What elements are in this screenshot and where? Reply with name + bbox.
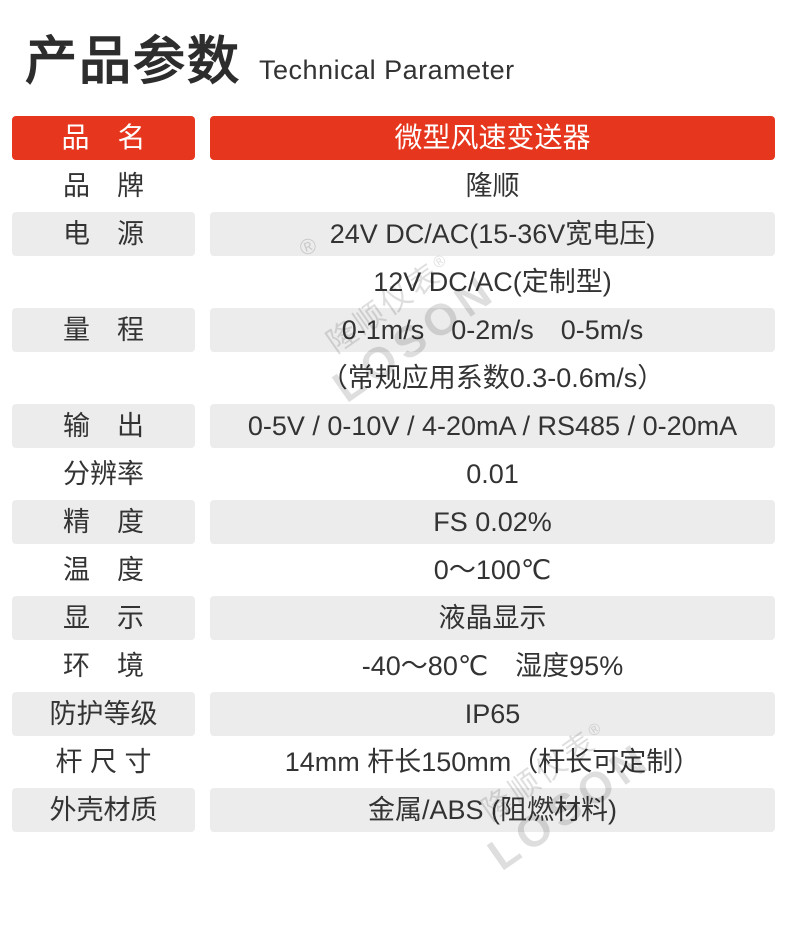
spec-label <box>12 260 195 304</box>
spec-value: 24V DC/AC(15-36V宽电压) <box>210 212 775 256</box>
page-title: 产品参数 <box>25 33 242 91</box>
spec-label: 量 程 <box>12 308 195 352</box>
spec-value: 隆顺 <box>465 170 520 201</box>
spec-label: 品 名 <box>12 116 195 160</box>
spec-value: 金属/ABS (阻燃材料) <box>210 788 775 832</box>
spec-value: 14mm 杆长150mm（杆长可定制） <box>284 746 701 777</box>
spec-value: 12V DC/AC(定制型) <box>373 266 612 297</box>
table-row: 显 示 液晶显示 <box>12 594 775 642</box>
page-subtitle: Technical Parameter <box>259 55 515 85</box>
spec-table: 品 名 微型风速变送器 品 牌 隆顺 电 源 24V DC/AC(15-36V宽… <box>12 114 775 834</box>
table-row: 环 境 -40～80℃ 湿度95% <box>12 642 775 690</box>
page-header: 产品参数 Technical Parameter <box>25 36 790 88</box>
spec-value: 微型风速变送器 <box>210 116 775 160</box>
spec-value: 液晶显示 <box>210 596 775 640</box>
table-row: 防护等级 IP65 <box>12 690 775 738</box>
spec-value: IP65 <box>210 692 775 736</box>
spec-value: FS 0.02% <box>210 500 775 544</box>
table-row: 品 牌 隆顺 <box>12 162 775 210</box>
table-row: （常规应用系数0.3-0.6m/s） <box>12 354 775 402</box>
spec-label: 杆 尺 寸 <box>55 746 152 777</box>
spec-label: 分辨率 <box>63 458 144 489</box>
spec-value: 0-5V / 0-10V / 4-20mA / RS485 / 0-20mA <box>210 404 775 448</box>
table-row: 电 源 24V DC/AC(15-36V宽电压) <box>12 210 775 258</box>
spec-label: 外壳材质 <box>12 788 195 832</box>
spec-value: 0～100℃ <box>433 554 552 585</box>
spec-label: 环 境 <box>63 650 144 681</box>
spec-value: 0.01 <box>466 458 519 489</box>
spec-value: 0-1m/s 0-2m/s 0-5m/s <box>210 308 775 352</box>
table-row: 12V DC/AC(定制型) <box>12 258 775 306</box>
spec-label: 输 出 <box>12 404 195 448</box>
spec-label: 品 牌 <box>63 170 144 201</box>
table-row: 外壳材质 金属/ABS (阻燃材料) <box>12 786 775 834</box>
spec-label: 防护等级 <box>12 692 195 736</box>
spec-value: -40～80℃ 湿度95% <box>361 650 624 681</box>
spec-label: 温 度 <box>63 554 144 585</box>
table-row: 输 出 0-5V / 0-10V / 4-20mA / RS485 / 0-20… <box>12 402 775 450</box>
spec-value: （常规应用系数0.3-0.6m/s） <box>320 362 665 393</box>
table-row: 品 名 微型风速变送器 <box>12 114 775 162</box>
table-row: 温 度 0～100℃ <box>12 546 775 594</box>
table-row: 精 度 FS 0.02% <box>12 498 775 546</box>
spec-label: 显 示 <box>12 596 195 640</box>
spec-label <box>12 356 195 400</box>
table-row: 量 程 0-1m/s 0-2m/s 0-5m/s <box>12 306 775 354</box>
spec-label: 精 度 <box>12 500 195 544</box>
table-row: 杆 尺 寸 14mm 杆长150mm（杆长可定制） <box>12 738 775 786</box>
table-row: 分辨率 0.01 <box>12 450 775 498</box>
spec-label: 电 源 <box>12 212 195 256</box>
